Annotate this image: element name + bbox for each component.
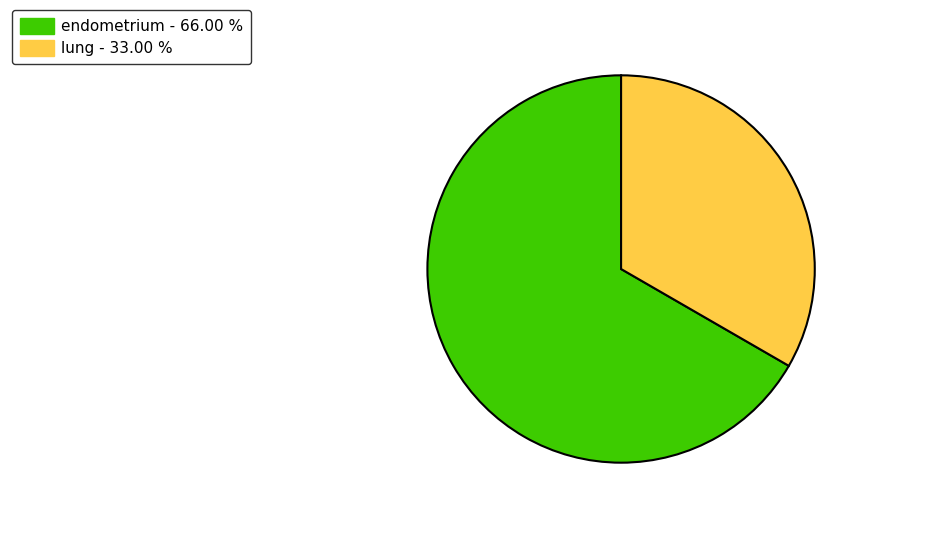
- Wedge shape: [427, 75, 789, 463]
- Legend: endometrium - 66.00 %, lung - 33.00 %: endometrium - 66.00 %, lung - 33.00 %: [12, 10, 251, 63]
- Wedge shape: [621, 75, 815, 366]
